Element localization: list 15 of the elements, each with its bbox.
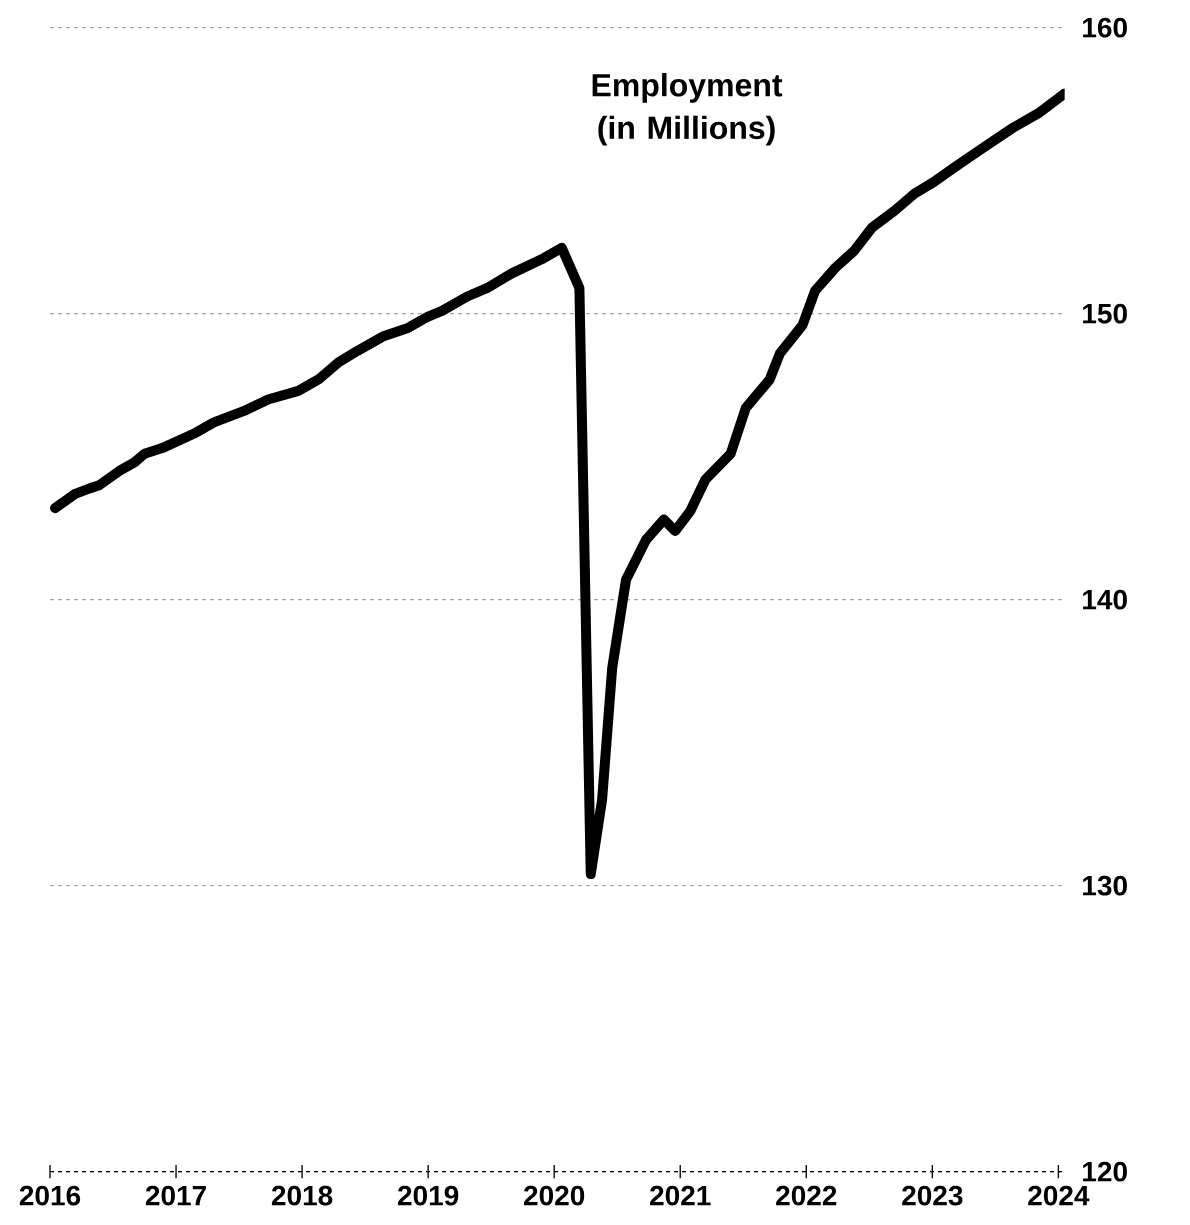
y-tick-label: 130 [1083,875,1127,896]
x-tick-label: 2016 [19,1185,81,1206]
x-tick-label: 2023 [902,1185,963,1206]
x-tick-label: 2022 [776,1185,837,1206]
x-tick-label: 2019 [397,1185,459,1206]
text: Employment (in Millions) [592,72,783,146]
x-tick-label: 2018 [271,1185,333,1206]
y-tick-label: 150 [1083,303,1127,324]
x-tick-label: 2017 [145,1185,206,1206]
y-tick-label: 120 [1083,1161,1127,1182]
x-tick-label: 2020 [524,1185,585,1206]
x-tick-label: 2024 [1028,1185,1090,1206]
x-tick-label: 2021 [650,1185,711,1206]
y-tick-label: 160 [1083,17,1127,38]
y-tick-label: 140 [1083,589,1127,610]
